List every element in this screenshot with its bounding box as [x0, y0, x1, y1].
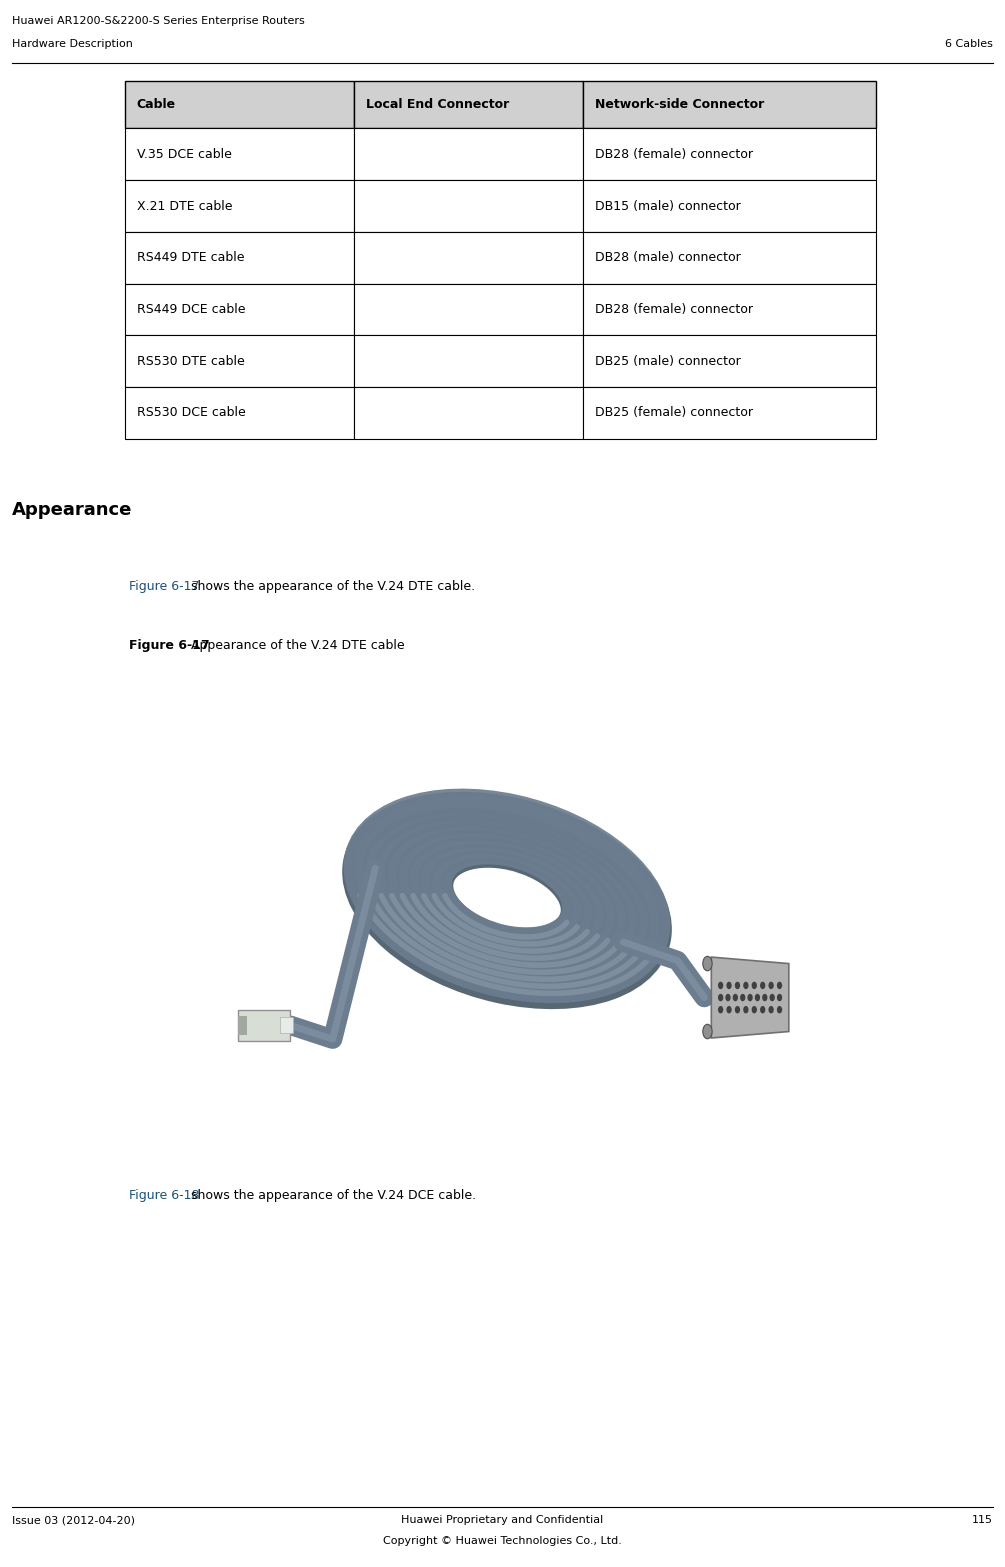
- Text: RS449 DTE cable: RS449 DTE cable: [137, 251, 244, 265]
- Text: X.21 DTE cable: X.21 DTE cable: [137, 199, 232, 213]
- Circle shape: [719, 983, 723, 989]
- Circle shape: [702, 1025, 713, 1039]
- Circle shape: [744, 1006, 748, 1012]
- Text: DB28 (female) connector: DB28 (female) connector: [595, 147, 753, 161]
- Circle shape: [763, 995, 767, 1001]
- Circle shape: [753, 983, 756, 989]
- Bar: [237, 1009, 290, 1040]
- Text: RS530 DCE cable: RS530 DCE cable: [137, 406, 245, 420]
- Circle shape: [770, 995, 774, 1001]
- Bar: [125, 232, 354, 284]
- Circle shape: [727, 983, 731, 989]
- Bar: [583, 387, 876, 439]
- Text: Issue 03 (2012-04-20): Issue 03 (2012-04-20): [12, 1515, 135, 1525]
- Circle shape: [734, 995, 738, 1001]
- Circle shape: [727, 1006, 731, 1012]
- Text: Appearance: Appearance: [12, 501, 133, 519]
- Text: V.35 DCE cable: V.35 DCE cable: [137, 147, 231, 161]
- Text: Huawei Proprietary and Confidential: Huawei Proprietary and Confidential: [401, 1515, 604, 1525]
- Circle shape: [736, 983, 740, 989]
- Bar: [125, 335, 354, 387]
- Circle shape: [736, 1006, 740, 1012]
- Bar: [583, 232, 876, 284]
- Text: DB28 (female) connector: DB28 (female) connector: [595, 302, 753, 317]
- Text: Figure 6-18: Figure 6-18: [129, 1189, 199, 1202]
- Bar: [354, 335, 583, 387]
- Circle shape: [761, 1006, 765, 1012]
- Text: RS530 DTE cable: RS530 DTE cable: [137, 354, 244, 368]
- Bar: [125, 387, 354, 439]
- Text: Local End Connector: Local End Connector: [366, 99, 510, 111]
- Circle shape: [741, 995, 745, 1001]
- Text: shows the appearance of the V.24 DCE cable.: shows the appearance of the V.24 DCE cab…: [187, 1189, 476, 1202]
- Bar: [125, 180, 354, 232]
- Text: DB25 (female) connector: DB25 (female) connector: [595, 406, 753, 420]
- Circle shape: [756, 995, 760, 1001]
- Bar: [583, 81, 876, 128]
- Text: Huawei AR1200-S&2200-S Series Enterprise Routers: Huawei AR1200-S&2200-S Series Enterprise…: [12, 16, 305, 25]
- Polygon shape: [712, 957, 789, 1037]
- Bar: [354, 81, 583, 128]
- Circle shape: [753, 1006, 756, 1012]
- Text: DB15 (male) connector: DB15 (male) connector: [595, 199, 741, 213]
- Text: Copyright © Huawei Technologies Co., Ltd.: Copyright © Huawei Technologies Co., Ltd…: [383, 1536, 622, 1545]
- Text: Cable: Cable: [137, 99, 176, 111]
- Circle shape: [702, 956, 713, 972]
- Bar: [354, 387, 583, 439]
- Bar: [354, 232, 583, 284]
- Text: Appearance of the V.24 DTE cable: Appearance of the V.24 DTE cable: [187, 639, 405, 652]
- Bar: [583, 284, 876, 335]
- Text: DB28 (male) connector: DB28 (male) connector: [595, 251, 741, 265]
- Text: Figure 6-17: Figure 6-17: [129, 580, 199, 592]
- Text: DB25 (male) connector: DB25 (male) connector: [595, 354, 741, 368]
- Bar: [237, 1015, 247, 1034]
- Bar: [125, 81, 354, 128]
- Text: Hardware Description: Hardware Description: [12, 39, 133, 49]
- Text: Figure 6-17: Figure 6-17: [129, 639, 209, 652]
- Bar: [354, 180, 583, 232]
- Bar: [583, 128, 876, 180]
- Circle shape: [761, 983, 765, 989]
- Bar: [125, 284, 354, 335]
- Circle shape: [778, 1006, 782, 1012]
- Text: 6 Cables: 6 Cables: [945, 39, 993, 49]
- Circle shape: [769, 983, 773, 989]
- Bar: [125, 128, 354, 180]
- Circle shape: [726, 995, 730, 1001]
- Circle shape: [769, 1006, 773, 1012]
- Circle shape: [719, 1006, 723, 1012]
- Circle shape: [778, 995, 782, 1001]
- Bar: [354, 128, 583, 180]
- Circle shape: [748, 995, 752, 1001]
- Text: Network-side Connector: Network-side Connector: [595, 99, 765, 111]
- Bar: [279, 1017, 293, 1033]
- Bar: [354, 284, 583, 335]
- Text: RS449 DCE cable: RS449 DCE cable: [137, 302, 245, 317]
- Bar: [583, 335, 876, 387]
- Circle shape: [778, 983, 782, 989]
- Circle shape: [719, 995, 723, 1001]
- Bar: [155, 683, 859, 1145]
- Bar: [583, 180, 876, 232]
- Text: 115: 115: [972, 1515, 993, 1525]
- Circle shape: [744, 983, 748, 989]
- Text: shows the appearance of the V.24 DTE cable.: shows the appearance of the V.24 DTE cab…: [187, 580, 475, 592]
